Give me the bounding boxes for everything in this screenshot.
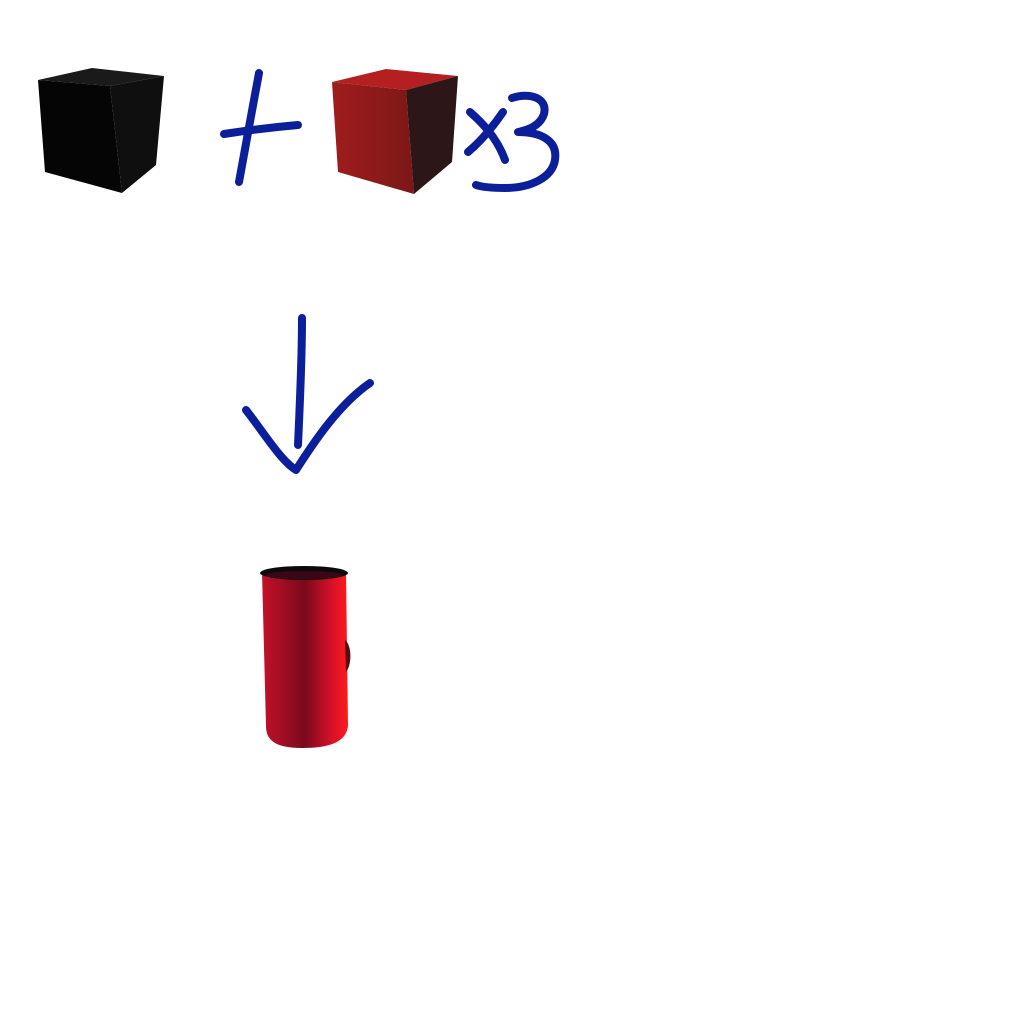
red-cylinder-icon bbox=[260, 566, 351, 748]
red-cube-icon bbox=[332, 69, 458, 194]
arrow-head bbox=[242, 379, 374, 474]
black-cube-icon bbox=[38, 68, 164, 193]
arrow-shaft bbox=[294, 314, 306, 449]
plus-sign bbox=[220, 69, 302, 186]
multiplier-label bbox=[464, 91, 560, 192]
plus-horizontal-stroke bbox=[220, 121, 302, 138]
multiplier-digit-3 bbox=[472, 91, 560, 192]
down-arrow-icon bbox=[242, 314, 374, 474]
multiplier-x-stroke-2 bbox=[464, 108, 507, 156]
